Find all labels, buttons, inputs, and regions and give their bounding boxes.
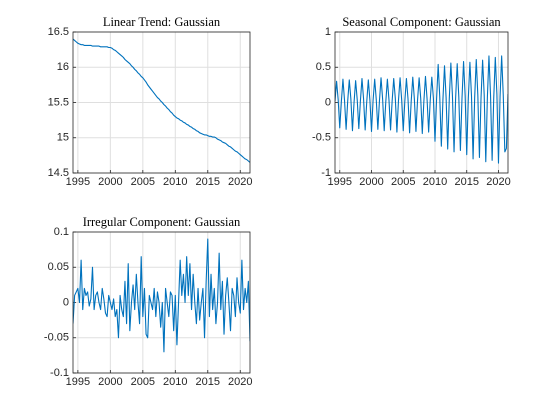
subplot: -0.1 -0.05 0 0.05 0.1 1995 2000 2005 2010 2015 202… [44,215,253,388]
x-tick-label: 2020 [228,176,252,188]
x-tick-label: 2000 [98,176,122,188]
y-tick-label: 0.05 [48,261,69,273]
plot-area [335,55,508,164]
line-series [73,38,250,163]
x-tick-label: 2005 [131,176,155,188]
x-tick-label: 2005 [391,176,415,188]
y-tick-label: 0 [63,296,69,308]
x-tick-label: 2020 [486,176,510,188]
subplot: -1 -0.5 0 0.5 1 1995 2000 2005 2010 2015 2020 Seaso… [312,15,511,188]
chart-title: Linear Trend: Gaussian [103,15,221,29]
y-tick-label: 14.5 [48,167,69,179]
x-tick-label: 2010 [423,176,447,188]
chart-title: Irregular Component: Gaussian [83,215,241,229]
y-tick-label: 16.5 [48,26,69,38]
y-tick-label: -1 [321,167,331,179]
x-tick-label: 2020 [228,376,252,388]
y-tick-label: 0 [325,96,331,108]
axes-frame [72,231,251,374]
x-tick-label: 1995 [66,176,90,188]
subplot: 14.5 15 15.5 16 16.5 1995 2000 2005 2010 2015 2020… [48,15,253,188]
x-tick-label: 2015 [454,176,478,188]
x-tick-label: 2015 [196,176,220,188]
x-tick-label: 1995 [66,376,90,388]
y-tick-label: 15.5 [48,96,69,108]
axes-frame [334,31,509,174]
x-tick-label: 2015 [196,376,220,388]
chart-title: Seasonal Component: Gaussian [342,15,501,29]
y-tick-label: -0.5 [312,132,331,144]
x-tick-label: 2010 [163,376,187,388]
y-tick-label: 1 [325,26,331,38]
y-tick-label: 15 [57,132,69,144]
axes-frame [72,31,251,174]
y-tick-label: -0.1 [50,367,69,379]
y-tick-label: -0.05 [44,332,69,344]
y-tick-label: 0.1 [54,226,69,238]
x-tick-label: 2010 [163,176,187,188]
y-tick-label: 16 [57,61,69,73]
plot-area [73,238,250,353]
plot-area [73,38,250,163]
y-tick-label: 0.5 [316,61,331,73]
line-series [73,238,250,353]
x-tick-label: 2000 [359,176,383,188]
line-series [335,55,508,164]
x-tick-label: 1995 [328,176,352,188]
x-tick-label: 2000 [98,376,122,388]
x-tick-label: 2005 [131,376,155,388]
